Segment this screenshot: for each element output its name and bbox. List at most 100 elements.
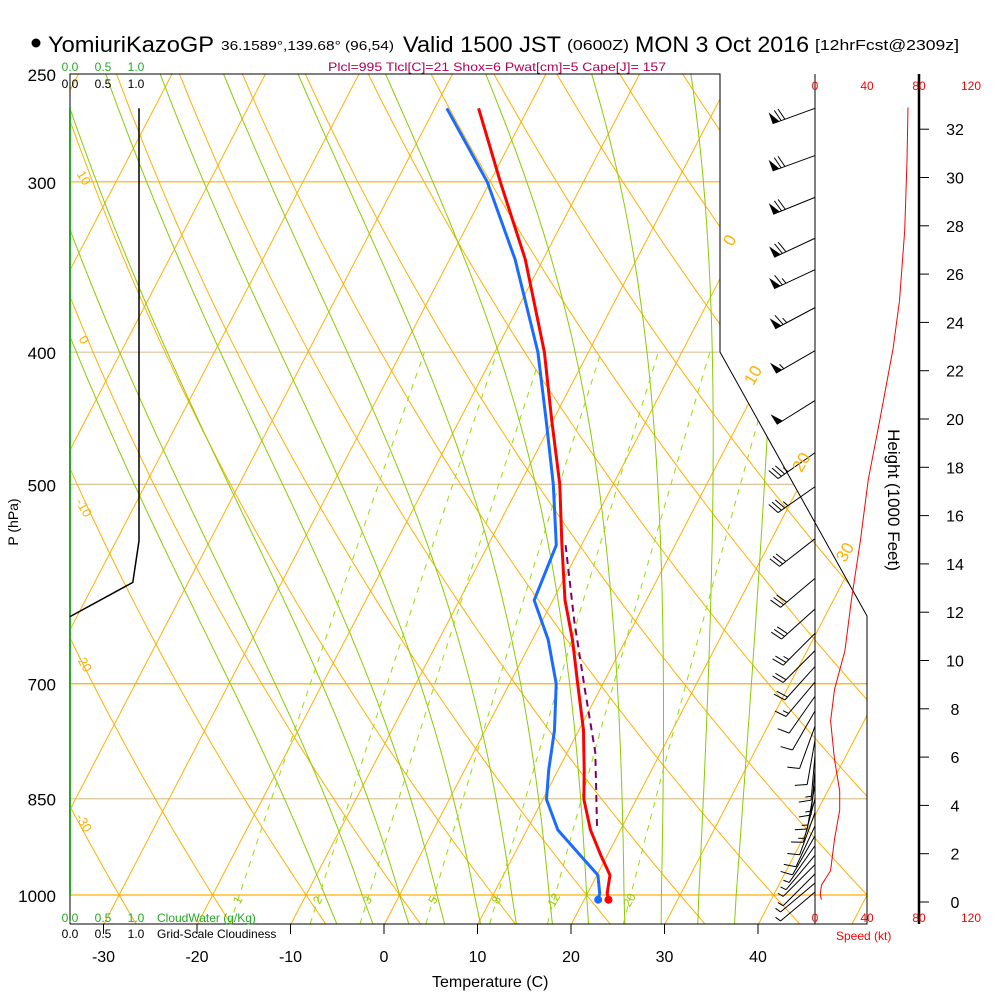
barb-shaft [792,835,816,876]
y-axis-label: P (hPa) [5,498,21,545]
mixing-ratio-line [622,352,778,924]
moist-adiabat-line [485,74,626,924]
dry-adiabat-line [70,74,137,924]
wind-barb [769,269,816,290]
barb-shaft [799,812,816,855]
barb-feather [772,675,784,683]
cloudiness-tick-top: 1.0 [128,77,145,91]
pressure-tick-label: 400 [28,344,56,363]
wind-barb [783,845,816,883]
cloudwater-tick-bottom: 0.5 [95,911,112,925]
station-bullet-icon [31,38,41,48]
barb-feather [777,199,786,210]
pressure-tick-label: 500 [28,476,56,495]
isotherm-line [758,74,867,924]
barb-shaft [775,307,816,330]
barb-feather [798,814,812,818]
pressure-tick-label: 850 [28,791,56,810]
barb-feather [776,626,788,635]
isotherm-line [290,74,734,924]
barb-shaft [782,873,816,907]
pressure-tick-label: 700 [28,676,56,695]
cloudwater-tick-bottom: 0.0 [62,911,79,925]
barb-feather [773,200,783,212]
dry-adiabat-line [241,74,801,924]
barb-shaft [782,864,816,897]
temperature-tick-label: 40 [749,949,767,966]
barb-shaft [782,650,816,683]
barb-pennant [770,362,783,374]
surface-dewpoint-point [594,895,603,904]
barb-shaft [785,854,816,890]
barb-feather [777,155,786,167]
wind-barb [771,608,816,640]
dewpoint-line [445,107,602,901]
moist-adiabat-line [105,74,446,924]
dry-adiabat-line [70,74,421,924]
station-coords: 36.1589°,139.68° (96,54) [221,38,394,53]
wind-barb [775,891,816,922]
barb-feather [780,746,793,751]
barb-shaft [774,269,816,290]
height-tick-label: 24 [946,315,964,332]
barb-shaft [785,681,816,717]
speed-tick-label-bottom: 40 [860,911,874,925]
barb-shaft [775,350,816,374]
barb-feather [771,501,782,511]
utc-time: (0600Z) [567,37,629,54]
valid-time: Valid 1500 JST [403,32,561,57]
barb-shaft [774,237,816,258]
temperature-tick-label: 0 [380,949,389,966]
cloudiness-tick-bottom: 1.0 [128,927,145,941]
height-tick-label: 16 [946,509,964,526]
isotherm-line [70,74,360,924]
pressure-tick-label: 300 [28,174,56,193]
barb-feather [777,108,786,120]
wind-barb [790,798,816,843]
barb-shaft [780,882,816,913]
cloudiness-line [69,108,140,618]
isotherm-line [197,74,640,924]
barb-half-feather [805,795,812,798]
isotherm-line [571,74,867,924]
speed-axis-label: Speed (kt) [836,929,891,943]
barb-feather [771,467,782,477]
temperature-tick-label: 10 [469,949,487,966]
dry-adiabat-line [367,74,867,924]
wind-barb [769,307,816,330]
plot-frame [69,73,921,925]
barb-feather [768,470,779,479]
mixing-ratio-label: 20 [620,890,639,909]
barb-pennant [768,112,780,124]
barb-half-feather [775,916,781,922]
forecast-info: [12hrFcst@2309z] [815,37,959,54]
wind-barb [798,755,816,803]
barb-pennant [768,203,780,215]
wind-barb [777,873,816,907]
temperature-line [477,107,612,900]
moist-adiabat-line [690,74,714,924]
barb-half-feather [781,278,787,284]
barb-shaft [772,107,816,125]
moist-adiabat-line [70,74,338,924]
isotherm-line [70,74,173,924]
barb-feather [776,690,788,698]
surface-temperature-point [604,895,613,904]
barb-pennant [769,318,782,329]
stability-indices: Plcl=995 Tlcl[C]=21 Shox=6 Pwat[cm]=5 Ca… [328,60,666,74]
dry-adiabat-line [493,74,867,924]
height-tick-label: 30 [946,171,964,188]
barb-pennant [769,277,781,289]
barb-feather [774,243,783,254]
cloudwater-tick-top: 0.5 [95,60,112,74]
barb-half-feather [782,501,789,507]
barb-half-feather [775,907,781,913]
dry-adiabat-line [116,74,611,924]
mixing-ratio-line [546,352,711,924]
isotherm-line [664,74,867,924]
height-tick-label: 8 [951,702,960,719]
barb-feather [787,766,800,769]
wind-barb [780,835,816,876]
barb-feather [772,658,784,666]
mixing-ratio-line [229,352,425,924]
